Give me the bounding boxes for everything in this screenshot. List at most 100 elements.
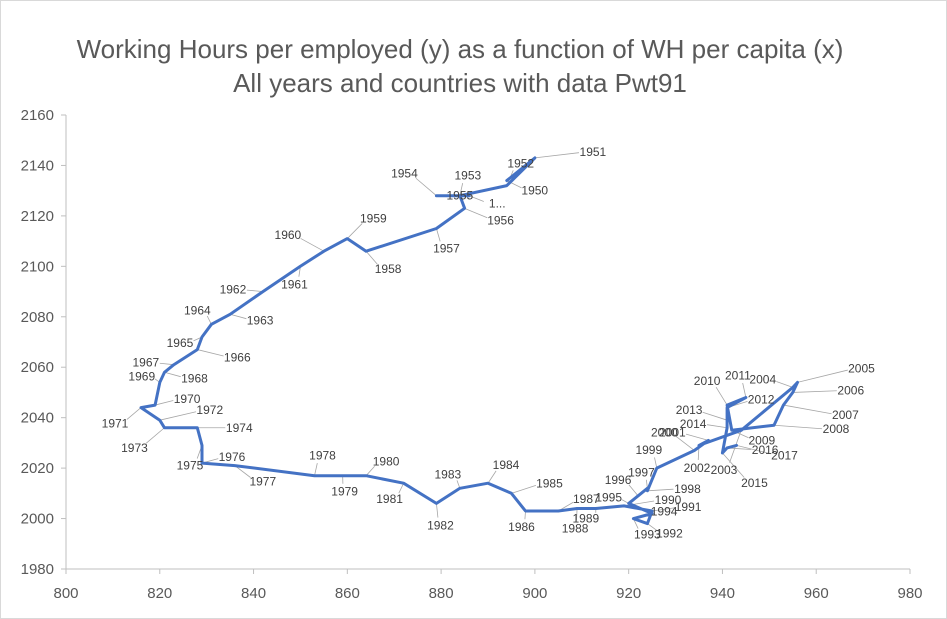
data-label: 2012 xyxy=(748,393,775,407)
data-label-leader xyxy=(365,250,378,265)
y-tick-label: 2100 xyxy=(21,258,54,275)
data-label-leader xyxy=(415,177,437,197)
data-label: 1968 xyxy=(181,371,208,385)
data-label-leader xyxy=(702,411,728,421)
data-label: 1974 xyxy=(226,421,253,435)
data-label-leader xyxy=(773,424,823,430)
data-label: 1978 xyxy=(309,449,336,463)
data-label: 2006 xyxy=(837,383,864,397)
data-label-leader xyxy=(776,381,793,388)
y-tick-label: 2080 xyxy=(21,309,54,326)
data-label: 1972 xyxy=(196,403,223,417)
x-tick-label: 800 xyxy=(53,585,78,602)
data-label-leader xyxy=(300,238,325,252)
data-label: 1963 xyxy=(247,313,274,327)
data-label: 1993 xyxy=(634,528,661,542)
y-tick-label: 2040 xyxy=(21,410,54,427)
data-label-leader xyxy=(314,463,318,476)
data-label: 1994 xyxy=(651,505,678,519)
data-label: 1965 xyxy=(167,336,194,350)
data-label-leader xyxy=(736,445,771,455)
data-label: 2001 xyxy=(659,425,686,439)
data-label-leader xyxy=(234,465,251,478)
x-tick-label: 940 xyxy=(710,585,735,602)
data-label: 1950 xyxy=(521,184,548,198)
data-label: 1995 xyxy=(595,490,622,504)
data-label-leader xyxy=(652,507,675,512)
data-label: 2015 xyxy=(741,476,768,490)
series-line xyxy=(139,156,799,526)
data-label: 1986 xyxy=(508,520,535,534)
data-label: 2016 xyxy=(752,443,779,457)
data-label-leader xyxy=(742,382,747,398)
data-label: 2000 xyxy=(651,425,678,439)
data-label: 1987 xyxy=(573,492,600,506)
y-tick-label: 2000 xyxy=(21,511,54,528)
y-tick-label: 2120 xyxy=(21,208,54,225)
data-label: 1951 xyxy=(580,145,607,159)
data-label-leader xyxy=(715,386,728,406)
data-label: 1999 xyxy=(635,443,662,457)
data-label: 1956 xyxy=(487,213,514,227)
y-tick-label: 2160 xyxy=(21,107,54,124)
data-label-leader xyxy=(145,427,165,444)
x-tick-label: 860 xyxy=(335,585,360,602)
data-labels-layer: 1950 1951 1952 1953 1... 1954 1955 1956 1957 1958… xyxy=(102,145,875,542)
data-label-leader xyxy=(436,228,441,242)
data-label-leader xyxy=(159,411,197,421)
x-tick-label: 880 xyxy=(429,585,454,602)
data-label: 1966 xyxy=(224,351,251,365)
data-label: 2011 xyxy=(725,368,751,382)
data-label: 2010 xyxy=(694,374,721,388)
data-label: 1958 xyxy=(375,262,402,276)
data-label: 1957 xyxy=(433,242,460,256)
data-label: 2007 xyxy=(832,408,859,422)
data-label-leader xyxy=(685,433,709,441)
x-tick-label: 900 xyxy=(522,585,547,602)
data-label: 1959 xyxy=(360,212,387,226)
data-label: 1981 xyxy=(376,492,403,506)
data-label: 2005 xyxy=(848,361,875,375)
data-label: 1982 xyxy=(427,518,454,532)
data-label: 1970 xyxy=(174,392,201,406)
data-label: 1992 xyxy=(656,527,683,541)
data-label: 1980 xyxy=(373,455,400,469)
data-label: 1984 xyxy=(493,458,520,472)
data-label: 1977 xyxy=(249,475,276,489)
data-label-leader xyxy=(783,404,832,415)
data-label-leader xyxy=(722,452,745,478)
data-label: 1... xyxy=(489,197,506,211)
data-label: 1964 xyxy=(184,303,211,317)
data-label: 1971 xyxy=(102,417,129,431)
x-tick-label: 960 xyxy=(804,585,829,602)
data-label: 1998 xyxy=(674,482,701,496)
data-label-leader xyxy=(797,369,848,383)
chart-title: Working Hours per employed (y) as a func… xyxy=(76,34,844,98)
data-label: 1973 xyxy=(121,441,148,455)
x-tick-label: 820 xyxy=(147,585,172,602)
data-label: 1979 xyxy=(331,485,358,499)
data-label: 1990 xyxy=(655,493,682,507)
data-label-leader xyxy=(628,484,639,497)
x-tick-label: 980 xyxy=(897,585,922,602)
y-tick-label: 2140 xyxy=(21,157,54,174)
data-label: 2003 xyxy=(711,463,738,477)
leader-lines-layer xyxy=(126,152,848,531)
data-label-leader xyxy=(159,362,174,366)
data-label: 1991 xyxy=(675,500,702,514)
data-label: 1961 xyxy=(281,277,308,291)
data-label: 1953 xyxy=(455,169,482,183)
data-label: 1955 xyxy=(447,189,474,203)
data-label-leader xyxy=(647,523,657,531)
data-label: 2017 xyxy=(771,448,798,462)
data-label: 1962 xyxy=(220,283,247,297)
data-label-leader xyxy=(654,457,658,469)
data-label: 2009 xyxy=(748,433,775,447)
data-label: 1969 xyxy=(128,369,155,383)
x-tick-label: 920 xyxy=(616,585,641,602)
data-label: 1976 xyxy=(219,450,246,464)
data-label: 1996 xyxy=(605,473,632,487)
data-label-leader xyxy=(347,223,363,239)
